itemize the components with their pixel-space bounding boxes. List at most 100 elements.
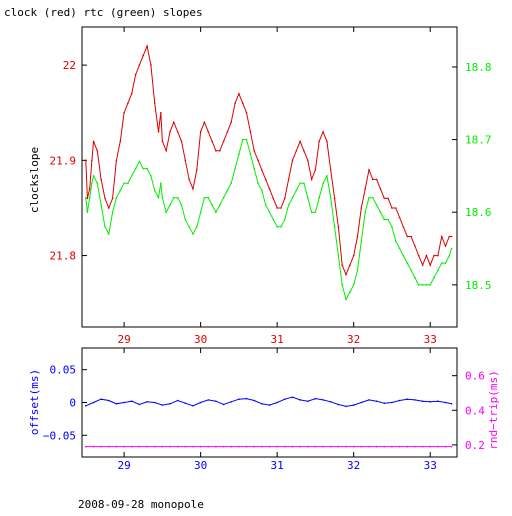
data-point-rtc-green (329, 196, 332, 199)
data-point-clock-red (333, 197, 336, 200)
data-point-offset (276, 401, 279, 404)
x-tick-label: 32 (347, 333, 360, 346)
data-point-rnd-trip (268, 445, 271, 448)
data-point-rnd-trip (368, 445, 370, 448)
data-point-offset (444, 401, 447, 404)
data-point-clock-red (337, 226, 340, 228)
data-point-rnd-trip (314, 445, 317, 448)
data-point-rtc-green (153, 189, 156, 192)
data-point-rnd-trip (161, 445, 164, 448)
chart-title: clock (red) rtc (green) slopes (4, 6, 203, 19)
data-point-clock-red (268, 188, 271, 190)
data-point-clock-red (372, 178, 374, 181)
data-point-rtc-green (219, 204, 221, 206)
data-point-rtc-green (245, 138, 248, 141)
data-point-rtc-green (146, 167, 148, 170)
data-point-clock-red (134, 73, 137, 76)
data-point-rtc-green (257, 182, 259, 184)
data-point-rtc-green (264, 204, 267, 206)
data-point-rtc-green (437, 269, 439, 272)
data-point-offset (100, 398, 102, 401)
data-point-rtc-green (433, 276, 435, 279)
data-point-clock-red (226, 131, 229, 133)
right-tick-label: 18.8 (465, 61, 492, 74)
data-point-clock-red (207, 131, 210, 133)
data-point-clock-red (383, 197, 386, 200)
data-point-clock-red (104, 197, 106, 200)
data-point-rnd-trip (192, 445, 194, 448)
data-point-offset (153, 401, 156, 404)
data-point-clock-red (352, 254, 355, 257)
data-point-clock-red (326, 140, 328, 143)
data-point-clock-red (314, 169, 317, 171)
data-point-rtc-green (196, 226, 198, 228)
data-point-clock-red (146, 45, 148, 47)
data-point-rtc-green (364, 211, 367, 213)
data-point-rtc-green (108, 233, 110, 235)
data-point-rnd-trip (429, 445, 432, 448)
data-point-rtc-green (222, 196, 225, 199)
data-point-rtc-green (130, 175, 133, 177)
data-point-clock-red (421, 264, 424, 266)
data-point-offset (161, 404, 164, 406)
data-point-rtc-green (100, 204, 102, 206)
data-point-rtc-green (234, 167, 236, 170)
data-point-offset (85, 405, 87, 407)
data-point-clock-red (375, 178, 378, 181)
data-point-clock-red (238, 92, 240, 95)
data-point-rnd-trip (299, 445, 301, 448)
data-point-offset (291, 396, 294, 399)
data-point-rnd-trip (375, 445, 378, 448)
data-point-clock-red (417, 254, 420, 257)
data-point-rnd-trip (421, 445, 424, 448)
data-point-clock-red (287, 178, 290, 181)
data-point-rnd-trip (444, 445, 447, 448)
data-point-rtc-green (142, 167, 144, 170)
data-point-rtc-green (85, 196, 87, 199)
data-point-rtc-green (207, 196, 210, 199)
data-point-rnd-trip (307, 445, 309, 448)
data-point-offset (284, 398, 286, 401)
data-point-rtc-green (341, 284, 344, 286)
chart-layer: 29 30 31 32 33 21.8 21.9 22 18.5 18.6 18.7 18.8 cloc… (28, 26, 500, 472)
data-point-clock-red (192, 188, 194, 190)
right-tick-label: 18.6 (465, 206, 492, 219)
left-tick-label: 0.05 (50, 364, 77, 377)
data-point-offset (391, 401, 393, 404)
data-point-rtc-green (230, 182, 232, 184)
data-point-rtc-green (318, 196, 321, 199)
data-point-rtc-green (360, 240, 363, 243)
data-point-clock-red (450, 235, 453, 238)
data-point-rtc-green (249, 153, 252, 155)
data-point-clock-red (387, 197, 389, 200)
data-point-rnd-trip (329, 445, 332, 448)
data-point-rtc-green (310, 211, 313, 213)
data-point-rnd-trip (100, 445, 102, 448)
data-point-rtc-green (111, 211, 114, 213)
data-point-rnd-trip (146, 445, 148, 448)
data-point-offset (360, 401, 363, 404)
data-point-rtc-green (253, 167, 255, 170)
data-point-offset (123, 401, 125, 404)
data-point-offset (414, 399, 416, 401)
data-point-clock-red (299, 140, 301, 143)
data-point-rtc-green (375, 204, 378, 206)
data-point-clock-red (368, 169, 370, 171)
data-point-rtc-green (104, 226, 106, 228)
data-point-rtc-green (352, 284, 355, 286)
left-axis-label: clockslope (28, 147, 41, 213)
data-point-rnd-trip (85, 445, 87, 448)
data-point-rtc-green (448, 255, 451, 257)
data-point-clock-red (85, 159, 87, 162)
x-tick-label: 33 (424, 459, 437, 472)
data-point-rnd-trip (345, 445, 347, 448)
data-point-clock-red (318, 140, 321, 143)
data-point-rtc-green (379, 211, 382, 213)
data-point-clock-red (425, 254, 428, 257)
data-point-rnd-trip (391, 445, 393, 448)
data-point-rtc-green (115, 196, 118, 199)
data-point-clock-red (410, 235, 412, 238)
data-point-clock-red (345, 273, 347, 276)
data-point-clock-red (127, 102, 129, 104)
